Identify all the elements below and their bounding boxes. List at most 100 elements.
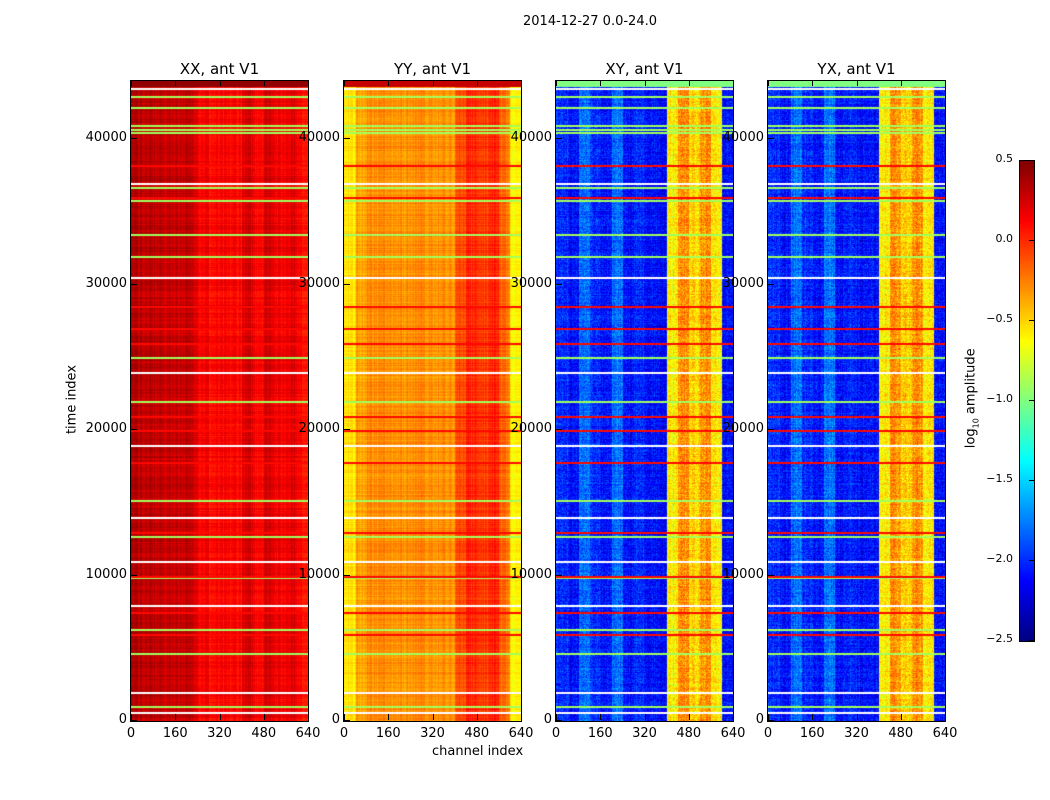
- y-tick-label: 20000: [722, 421, 764, 436]
- x-tick-label: 480: [464, 726, 490, 741]
- x-tick-label: 0: [551, 726, 561, 741]
- y-tick-mark: [131, 138, 137, 139]
- colorbar-label-sub: 10: [971, 418, 981, 429]
- x-tick-mark: [344, 80, 345, 86]
- y-tick-label: 30000: [510, 276, 552, 291]
- y-tick-mark: [768, 138, 774, 139]
- colorbar-tick-mark: [1029, 480, 1034, 481]
- y-tick-mark: [131, 720, 137, 721]
- x-tick-label: 320: [207, 726, 232, 741]
- x-tick-label: 640: [295, 726, 321, 741]
- colorbar-label-rest: amplitude: [963, 348, 979, 419]
- y-tick-mark: [556, 284, 562, 285]
- panel-3: YX, ant V1: [767, 60, 946, 722]
- y-tick-label: 20000: [85, 421, 127, 436]
- colorbar-tick-label: −1.0: [986, 392, 1013, 405]
- x-tick-label: 320: [420, 726, 445, 741]
- x-tick-mark: [432, 80, 434, 86]
- x-tick-label: 160: [799, 726, 825, 741]
- y-tick-mark: [768, 575, 774, 576]
- heatmap-yy: [344, 81, 521, 721]
- y-tick-label: 10000: [85, 567, 127, 582]
- colorbar-tick-mark: [1029, 400, 1034, 401]
- x-tick-label: 320: [632, 726, 657, 741]
- y-tick-mark: [131, 429, 137, 430]
- y-tick-mark: [556, 138, 562, 139]
- y-tick-mark: [768, 720, 774, 721]
- x-tick-mark: [733, 80, 734, 86]
- y-tick-mark: [344, 575, 350, 576]
- panel-title: YY, ant V1: [393, 60, 471, 78]
- y-tick-label: 10000: [510, 567, 552, 582]
- y-tick-label: 0: [543, 712, 552, 727]
- x-tick-label: 640: [720, 726, 746, 741]
- x-tick-mark: [308, 80, 309, 86]
- x-tick-mark: [812, 714, 814, 720]
- x-tick-mark: [388, 80, 390, 86]
- x-tick-mark: [344, 714, 345, 720]
- x-tick-mark: [308, 714, 309, 720]
- y-tick-label: 40000: [298, 130, 340, 145]
- panel-1: YY, ant V1: [343, 60, 522, 722]
- y-tick-mark: [344, 284, 350, 285]
- x-tick-mark: [432, 714, 434, 720]
- colorbar-tick-mark: [1029, 160, 1034, 161]
- y-tick-label: 40000: [85, 130, 127, 145]
- x-tick-label: 0: [126, 726, 136, 741]
- y-tick-mark: [344, 138, 350, 139]
- y-tick-label: 20000: [298, 421, 340, 436]
- colorbar-tick-mark: [1029, 640, 1034, 641]
- x-tick-label: 160: [587, 726, 613, 741]
- x-tick-mark: [521, 80, 522, 86]
- y-tick-label: 0: [118, 712, 127, 727]
- x-tick-label: 640: [508, 726, 534, 741]
- colorbar-tick-label: 0.0: [995, 232, 1014, 245]
- figure-title: 2014-12-27 0.0-24.0: [523, 14, 657, 29]
- x-tick-mark: [768, 714, 769, 720]
- y-tick-mark: [556, 720, 562, 721]
- y-tick-label: 20000: [510, 421, 552, 436]
- heatmap-xx: [131, 81, 308, 721]
- x-tick-mark: [900, 714, 902, 720]
- x-tick-mark: [688, 714, 690, 720]
- x-tick-mark: [856, 80, 858, 86]
- x-tick-mark: [556, 714, 557, 720]
- y-tick-label: 0: [331, 712, 340, 727]
- x-tick-mark: [131, 714, 132, 720]
- x-tick-mark: [600, 714, 602, 720]
- y-tick-mark: [344, 429, 350, 430]
- y-tick-mark: [556, 575, 562, 576]
- heatmap-yx: [768, 81, 945, 721]
- colorbar-tick-label: −1.5: [986, 472, 1013, 485]
- y-tick-label: 30000: [85, 276, 127, 291]
- x-tick-mark: [945, 80, 946, 86]
- colorbar-tick-label: −0.5: [986, 312, 1013, 325]
- y-tick-label: 30000: [722, 276, 764, 291]
- colorbar-tick-mark: [1029, 560, 1034, 561]
- x-tick-mark: [600, 80, 602, 86]
- x-tick-mark: [175, 80, 177, 86]
- y-tick-mark: [131, 575, 137, 576]
- x-tick-label: 0: [763, 726, 773, 741]
- x-tick-label: 0: [339, 726, 349, 741]
- x-tick-mark: [521, 714, 522, 720]
- colorbar-gradient: [1020, 161, 1034, 641]
- x-tick-mark: [768, 80, 769, 86]
- x-tick-mark: [263, 80, 265, 86]
- x-tick-label: 320: [844, 726, 869, 741]
- colorbar-tick-label: −2.5: [986, 632, 1013, 645]
- x-tick-mark: [219, 80, 221, 86]
- colorbar: [1019, 160, 1035, 642]
- y-tick-label: 40000: [510, 130, 552, 145]
- y-tick-mark: [556, 429, 562, 430]
- colorbar-tick-mark: [1029, 320, 1034, 321]
- y-tick-mark: [768, 284, 774, 285]
- x-tick-mark: [219, 714, 221, 720]
- panel-2: XY, ant V1: [555, 60, 734, 722]
- y-tick-label: 0: [755, 712, 764, 727]
- x-tick-mark: [733, 714, 734, 720]
- colorbar-tick-label: −2.0: [986, 552, 1013, 565]
- x-tick-mark: [476, 80, 478, 86]
- x-tick-mark: [131, 80, 132, 86]
